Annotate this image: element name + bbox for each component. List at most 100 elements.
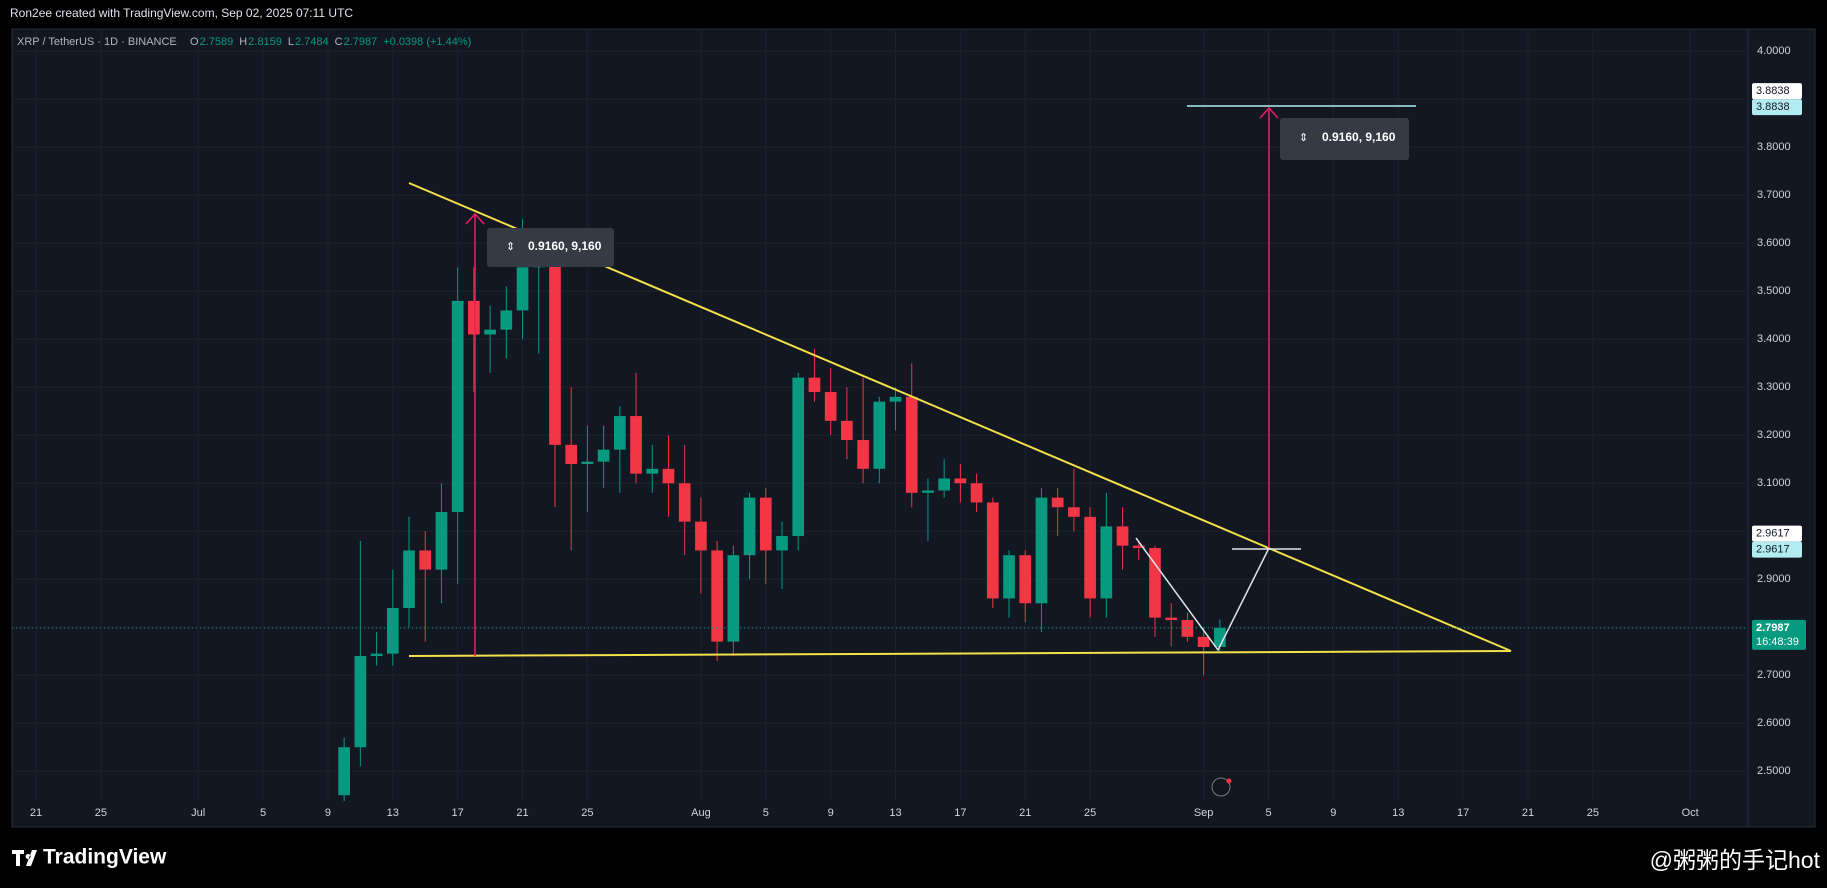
x-tick-label: Oct (1682, 807, 1699, 819)
price-label-bg (1752, 541, 1802, 558)
candle-body (646, 468, 659, 474)
x-tick-label: 25 (581, 807, 593, 819)
price-label-bg (1752, 83, 1802, 100)
ohlc-key: C (335, 36, 343, 48)
y-tick-label: 3.5000 (1757, 285, 1791, 297)
measure-bg (487, 228, 614, 267)
candle-body (759, 497, 772, 551)
candle-body (1149, 548, 1161, 618)
x-tick-label: 5 (1265, 807, 1271, 819)
candle-body (468, 300, 480, 335)
credit: Ron2ee created with TradingView.com, Sep… (10, 6, 353, 20)
price-label-bg (1752, 99, 1802, 116)
price-label-bg (1752, 525, 1802, 542)
candle-body (419, 550, 432, 570)
candles (338, 219, 1226, 801)
ohlc-key: H (239, 36, 247, 48)
candle-body (954, 478, 967, 484)
current-price: 2.7987 (1756, 622, 1790, 634)
price-label: 2.9617 (1756, 528, 1790, 540)
candle-body (711, 550, 723, 642)
candle-body (938, 478, 951, 491)
measure-label: 0.9160, 9,160 (1322, 130, 1396, 144)
candle-body (922, 490, 934, 493)
candle-body (1116, 526, 1129, 546)
ohlc: O 2.7589 H 2.8159 L 2.7484 C 2.7987 +0.0398 (+1.… (190, 36, 471, 48)
watermark: @粥粥的手记hot (1650, 847, 1821, 873)
x-tick-label: Aug (691, 807, 711, 819)
price-labels: 3.8838 3.8838 2.9617 2.9617 2.7987 16:48:39 (1752, 83, 1806, 650)
candle-body (1035, 497, 1048, 604)
price-label: 3.8838 (1756, 85, 1790, 97)
x-tick-label: 13 (889, 807, 901, 819)
candle-body (873, 401, 886, 469)
measure-box: ⇕ 0.9160, 9,160 (487, 228, 614, 267)
candle-body (1084, 516, 1096, 599)
y-tick-label: 4.0000 (1757, 45, 1791, 57)
ohlc-key: L (288, 36, 294, 48)
measure-icon: ⇕ (1299, 132, 1308, 144)
logo: TradingView (43, 846, 167, 869)
candle-body (1051, 497, 1064, 508)
candle-body (905, 396, 918, 493)
candle-body (1100, 526, 1113, 599)
measure-box: ⇕ 0.9160, 9,160 (1280, 118, 1409, 160)
candle-body (484, 329, 496, 335)
x-tick-label: 13 (387, 807, 399, 819)
lower-trendline (408, 650, 1512, 657)
y-tick-label: 3.4000 (1757, 333, 1791, 345)
current-price-bg (1752, 619, 1806, 650)
y-tick-label: 3.2000 (1757, 429, 1791, 441)
y-tick-label: 2.7000 (1757, 669, 1791, 681)
measure-icon: ⇕ (506, 241, 515, 253)
legend: XRP / TetherUS · 1D · BINANCE O 2.7589 H 2.… (17, 36, 471, 48)
candle-body (1214, 627, 1226, 647)
candle-body (500, 310, 513, 330)
x-tick-label: Sep (1194, 807, 1214, 819)
change: +0.0398 (+1.44%) (383, 36, 471, 48)
x-tick-label: Jul (191, 807, 205, 819)
candle-body (630, 416, 642, 474)
candle-body (451, 300, 464, 513)
event-icon[interactable] (1211, 777, 1231, 797)
candle-body (581, 461, 594, 465)
y-tick-label: 3.7000 (1757, 189, 1791, 201)
ohlc-value: 2.7589 (200, 36, 234, 48)
candle-body (857, 440, 869, 469)
candle-body (889, 396, 902, 402)
y-tick-label: 2.9000 (1757, 573, 1791, 585)
x-tick-label: 5 (260, 807, 266, 819)
price-label: 3.8838 (1756, 101, 1790, 113)
x-tick-label: 17 (954, 807, 966, 819)
candle-body (597, 449, 610, 462)
y-tick-label: 3.1000 (1757, 477, 1791, 489)
candle-body (824, 392, 837, 421)
candle-body (808, 377, 821, 393)
candle-body (1132, 545, 1145, 549)
x-tick-label: 9 (325, 807, 331, 819)
candle-body (1068, 507, 1080, 517)
measure-label: 0.9160, 9,160 (528, 239, 602, 253)
candle-body (792, 377, 805, 537)
x-tick-label: 17 (1457, 807, 1469, 819)
candle-body (1197, 636, 1210, 647)
candle-body (1003, 555, 1015, 599)
projection-path (1135, 537, 1270, 652)
candle-body (695, 521, 707, 551)
candle-body (613, 416, 626, 450)
ohlc-value: 2.7987 (344, 36, 378, 48)
left-arrow-head (465, 212, 485, 225)
candle-body (435, 512, 448, 570)
x-tick-label: 25 (1587, 807, 1599, 819)
countdown: 16:48:39 (1756, 636, 1799, 648)
ohlc-value: 2.8159 (248, 36, 282, 48)
measure-bg (1280, 118, 1409, 160)
right-arrow-head (1259, 106, 1279, 119)
symbol: XRP / TetherUS · 1D · BINANCE (17, 36, 177, 48)
candle-body (1165, 617, 1178, 621)
x-tick-label: 25 (95, 807, 107, 819)
y-tick-label: 2.5000 (1757, 765, 1791, 777)
candle-body (662, 468, 675, 484)
footer: TradingView @粥粥的手记hot (12, 846, 1821, 873)
